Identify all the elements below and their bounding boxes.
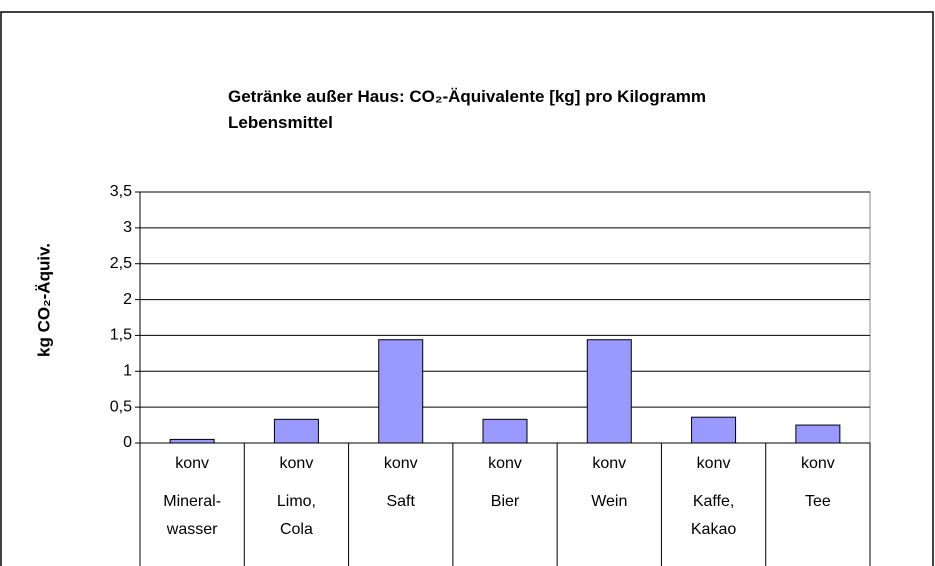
x-tick-label: Bier [491, 493, 520, 510]
y-tick-label: 3 [123, 219, 132, 236]
y-tick-label: 2 [123, 291, 132, 308]
x-tick-label: Wein [591, 493, 627, 510]
y-tick-label: 3,5 [110, 183, 132, 200]
x-tick-label: konv [280, 455, 314, 472]
x-tick-label: Cola [280, 521, 313, 538]
x-tick-label: Tee [805, 493, 831, 510]
y-tick-label: 1,5 [110, 327, 132, 344]
chart-title: Lebensmittel [228, 113, 333, 132]
x-tick-label: Kaffe, [693, 493, 735, 510]
x-tick-label: konv [488, 455, 522, 472]
x-tick-label: Mineral- [163, 493, 221, 510]
bar [586, 339, 632, 444]
x-tick-label: konv [697, 455, 731, 472]
bar [795, 424, 841, 444]
bar [169, 438, 215, 444]
x-tick-label: Limo, [277, 493, 316, 510]
x-tick-label: konv [384, 455, 418, 472]
bar [378, 339, 424, 444]
x-tick-label: konv [592, 455, 626, 472]
plot-area [139, 191, 871, 444]
chart-border [0, 11, 934, 566]
bar [482, 418, 528, 444]
y-tick-label: 1 [123, 363, 132, 380]
x-tick-label: konv [175, 455, 209, 472]
bar [691, 416, 737, 444]
x-tick-label: konv [801, 455, 835, 472]
y-tick-label: 0 [123, 434, 132, 451]
x-tick-label: Kakao [691, 521, 736, 538]
y-axis-label: kg CO₂-Äquiv. [34, 243, 53, 357]
x-tick-label: wasser [166, 521, 218, 538]
x-tick-label: Saft [386, 493, 415, 510]
bar [273, 418, 319, 444]
chart-title: Getränke außer Haus: CO₂-Äquivalente [kg… [228, 87, 706, 106]
y-tick-label: 2,5 [110, 255, 132, 272]
y-tick-label: 0,5 [110, 398, 132, 415]
